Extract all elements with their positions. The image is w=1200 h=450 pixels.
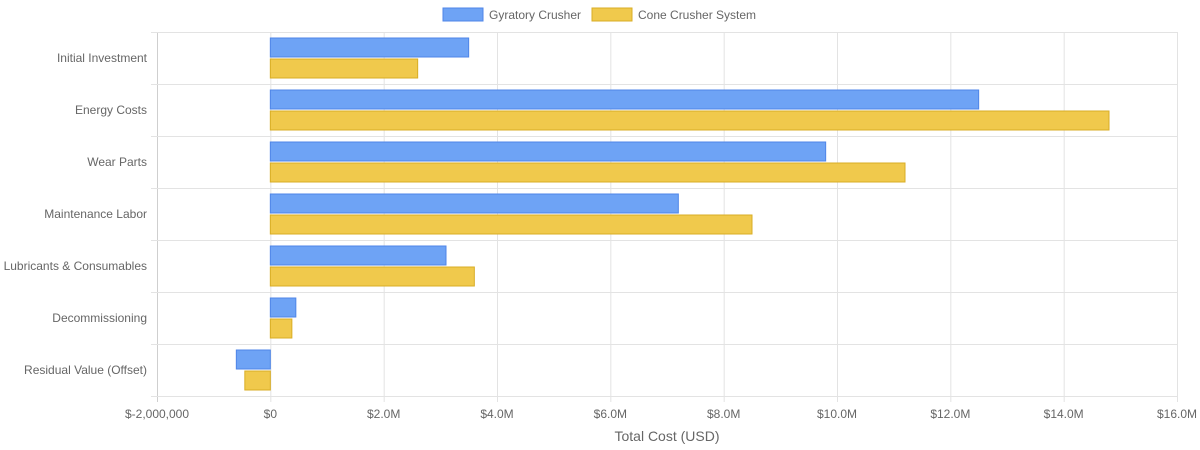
y-axis-category-label: Maintenance Labor — [44, 207, 147, 221]
x-axis-tick-label: $14.0M — [1044, 407, 1084, 421]
legend-swatch — [442, 7, 484, 22]
bar-gyratory-crusher[interactable] — [269, 141, 827, 162]
bar-gyratory-crusher[interactable] — [269, 193, 679, 214]
bar-cone-crusher-system[interactable] — [269, 214, 753, 235]
bar-gyratory-crusher[interactable] — [269, 245, 447, 266]
bar-gyratory-crusher[interactable] — [269, 37, 470, 58]
bar-gyratory-crusher[interactable] — [235, 349, 271, 370]
y-axis-category-label: Lubricants & Consumables — [4, 259, 147, 273]
legend-label: Gyratory Crusher — [489, 8, 581, 22]
x-axis-tick-label: $-2,000,000 — [125, 407, 189, 421]
x-axis-tick-label: $2.0M — [367, 407, 400, 421]
bar-group — [235, 37, 1110, 391]
x-axis-tick-label: $10.0M — [817, 407, 857, 421]
bar-cone-crusher-system[interactable] — [244, 370, 271, 391]
y-axis-tick-labels: Initial Investment Energy Costs Wear Parts… — [4, 51, 148, 377]
legend-swatch — [591, 7, 633, 22]
bar-cone-crusher-system[interactable] — [269, 110, 1110, 131]
bar-cone-crusher-system[interactable] — [269, 318, 293, 339]
legend-item[interactable]: Cone Crusher System — [591, 7, 756, 22]
x-axis-tick-label: $0 — [264, 407, 278, 421]
x-axis-tick-labels: $-2,000,000 $0 $2.0M $4.0M $6.0M $8.0M $10.0M $… — [125, 407, 1197, 421]
legend[interactable]: Gyratory Crusher Cone Crusher System — [442, 7, 756, 22]
bar-gyratory-crusher[interactable] — [269, 297, 297, 318]
y-axis-category-label: Wear Parts — [87, 155, 147, 169]
y-axis-category-label: Residual Value (Offset) — [24, 363, 147, 377]
y-axis-category-label: Energy Costs — [75, 103, 147, 117]
y-axis-category-label: Decommissioning — [52, 311, 147, 325]
legend-label: Cone Crusher System — [638, 8, 756, 22]
y-axis-category-label: Initial Investment — [57, 51, 148, 65]
x-axis-tick-label: $4.0M — [480, 407, 513, 421]
bar-gyratory-crusher[interactable] — [269, 89, 980, 110]
bar-cone-crusher-system[interactable] — [269, 162, 906, 183]
legend-item[interactable]: Gyratory Crusher — [442, 7, 581, 22]
bar-cone-crusher-system[interactable] — [269, 58, 419, 79]
x-axis-tick-label: $12.0M — [930, 407, 970, 421]
bar-cone-crusher-system[interactable] — [269, 266, 475, 287]
x-axis-title: Total Cost (USD) — [614, 428, 719, 444]
x-axis-tick-label: $6.0M — [594, 407, 627, 421]
x-axis-tick-label: $16.0M — [1157, 407, 1197, 421]
x-axis-tick-label: $8.0M — [707, 407, 740, 421]
